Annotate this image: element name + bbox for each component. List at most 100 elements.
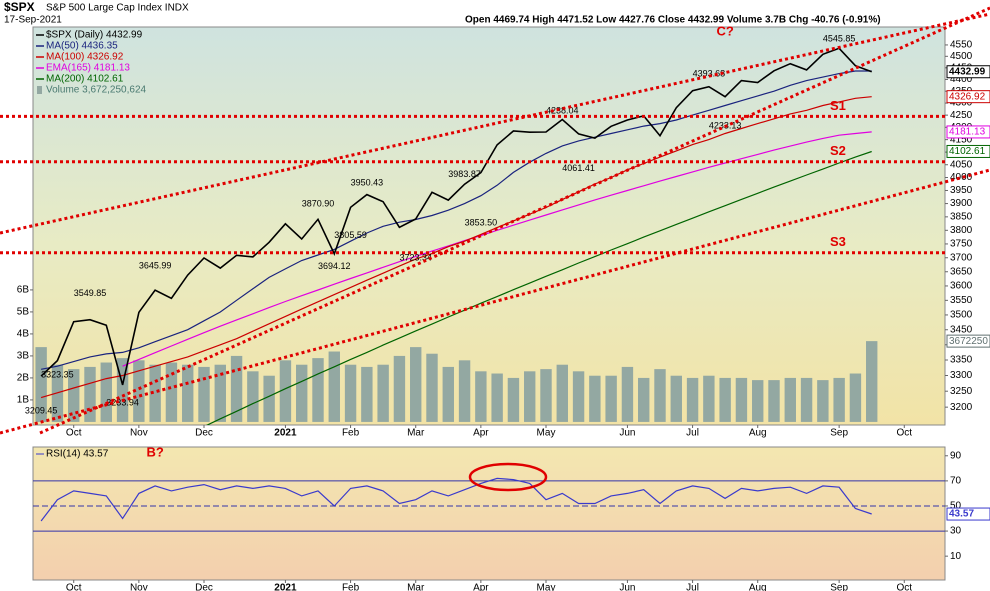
volume-bar	[719, 377, 731, 422]
price-label: 3950.43	[351, 178, 384, 188]
volume-bar	[491, 373, 503, 422]
volume-bar	[410, 347, 422, 422]
x-tick-label: Jun	[619, 428, 635, 439]
price-label: 3983.87	[448, 169, 481, 179]
price-label: 3645.99	[139, 260, 172, 270]
y-tick-label: 50	[950, 501, 962, 512]
price-label: 3549.85	[74, 288, 107, 298]
volume-bar	[344, 364, 357, 422]
y-tick-label: 4550	[950, 40, 973, 51]
y2-tick-label: 6B	[17, 285, 30, 296]
volume-bar	[654, 369, 666, 422]
volume-bar	[605, 375, 617, 422]
y-tick-label: 3800	[950, 225, 973, 236]
value-tag-label: 43.57	[949, 509, 974, 520]
y-tick-label: 3450	[950, 324, 973, 335]
price-label: 3233.94	[106, 398, 139, 408]
legend-label: $SPX (Daily) 4432.99	[46, 30, 143, 41]
price-line	[40, 70, 872, 370]
wave-label: B?	[146, 445, 163, 460]
symbol: $SPX	[4, 0, 35, 14]
y-tick-label: 3250	[950, 386, 973, 397]
volume-bar	[703, 375, 715, 422]
y2-tick-label: 2B	[17, 373, 30, 384]
price-label: 3805.59	[334, 230, 367, 240]
x-tick-label: Jul	[686, 583, 699, 591]
y-tick-label: 3750	[950, 239, 973, 250]
price-line	[40, 47, 872, 386]
y2-tick-label: 4B	[17, 329, 30, 340]
rsi-line	[40, 477, 872, 522]
volume-bar	[768, 380, 780, 422]
y-tick-label: 70	[950, 476, 962, 487]
quote: Open 4469.74 High 4471.52 Low 4427.76 Cl…	[465, 15, 881, 26]
x-tick-label: Aug	[749, 583, 767, 591]
y-tick-label: 4050	[950, 159, 973, 170]
price-label: 4545.85	[823, 33, 856, 43]
x-tick-label: Oct	[66, 428, 82, 439]
legend-label: Volume 3,672,250,624	[46, 85, 147, 96]
subtitle: S&P 500 Large Cap Index INDX	[46, 3, 189, 14]
x-tick-label: Feb	[342, 583, 360, 591]
volume-bar	[849, 373, 862, 422]
volume-bar	[263, 375, 275, 422]
volume-bar	[833, 377, 845, 422]
y-tick-label: 30	[950, 526, 962, 537]
volume-bar	[312, 358, 324, 422]
y-tick-label: 4300	[950, 98, 973, 109]
y-tick-label: 3500	[950, 310, 973, 321]
volume-bar	[572, 371, 585, 422]
volume-bar	[589, 375, 601, 422]
volume-bar	[247, 371, 259, 422]
volume-bar	[84, 366, 96, 422]
y2-tick-label: 3B	[17, 351, 30, 362]
volume-bar	[182, 364, 194, 422]
x-tick-label: Aug	[749, 428, 767, 439]
x-tick-label: Oct	[66, 583, 82, 591]
price-label: 3723.34	[399, 253, 432, 263]
x-tick-label: Feb	[342, 428, 360, 439]
value-tag	[946, 65, 990, 79]
legend-swatch	[37, 86, 42, 94]
value-tag-label: 4181.13	[949, 127, 986, 138]
volume-bar	[328, 351, 340, 422]
volume-bar	[133, 360, 145, 422]
volume-bar	[866, 341, 878, 422]
value-tag-label: 4102.61	[949, 146, 986, 157]
y-tick-label: 3950	[950, 185, 973, 196]
x-tick-label: 2021	[274, 428, 297, 439]
x-tick-label: Nov	[130, 428, 148, 439]
value-tag	[946, 125, 990, 139]
y-tick-label: 3300	[950, 370, 973, 381]
volume-bar	[68, 369, 80, 422]
trendline	[0, 168, 990, 435]
y-tick-label: 4500	[950, 51, 973, 62]
volume-bar	[361, 366, 373, 422]
volume-bar	[507, 377, 520, 422]
volume-bar	[458, 360, 471, 422]
volume-bar	[752, 380, 764, 422]
volume-bar	[296, 364, 308, 422]
price-label: 4393.68	[693, 68, 726, 78]
x-tick-label: Oct	[897, 428, 913, 439]
y-tick-label: 3600	[950, 281, 973, 292]
x-tick-label: May	[537, 428, 556, 439]
value-tag-label: 3672250	[949, 336, 988, 347]
y-tick-label: 4250	[950, 110, 973, 121]
legend-label: MA(200) 4102.61	[46, 74, 124, 85]
volume-bar	[116, 358, 129, 422]
y-tick-label: 3700	[950, 252, 973, 263]
value-tag-label: 4326.92	[949, 91, 986, 102]
x-tick-label: Mar	[407, 428, 425, 439]
date: 17-Sep-2021	[4, 15, 62, 26]
volume-bar	[230, 355, 243, 422]
y-tick-label: 4400	[950, 74, 973, 85]
wave-label: C?	[716, 24, 733, 39]
y-tick-label: 3200	[950, 402, 973, 413]
price-label: 4061.41	[562, 163, 595, 173]
volume-bar	[165, 362, 178, 422]
volume-bar	[524, 371, 536, 422]
x-tick-label: Oct	[897, 583, 913, 591]
y-tick-label: 4150	[950, 134, 973, 145]
